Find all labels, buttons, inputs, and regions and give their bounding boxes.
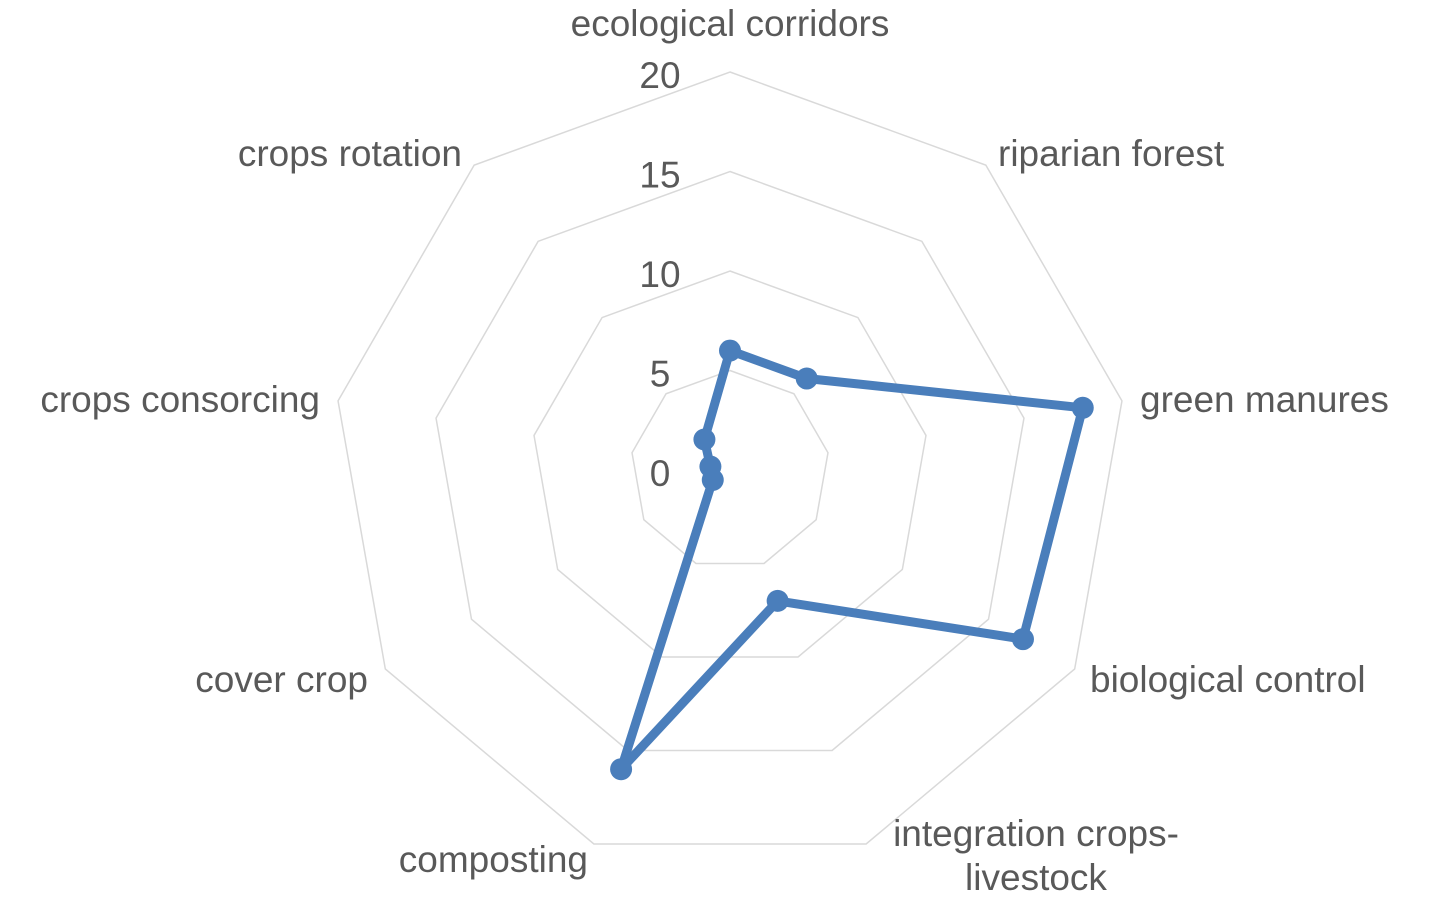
category-label-line: crops consorcing bbox=[40, 379, 320, 420]
category-label-integration-crops-livestock: integration crops-livestock bbox=[893, 813, 1179, 898]
category-label-green-manures: green manures bbox=[1140, 379, 1389, 420]
radar-grid bbox=[337, 71, 1123, 845]
category-label-composting: composting bbox=[399, 839, 588, 880]
category-label-ecological-corridors: ecological corridors bbox=[571, 3, 890, 44]
category-label-crops-consorcing: crops consorcing bbox=[40, 379, 320, 420]
category-label-biological-control: biological control bbox=[1090, 659, 1366, 700]
grid-ring-15 bbox=[435, 170, 1025, 752]
category-label-line: ecological corridors bbox=[571, 3, 890, 44]
category-label-line: livestock bbox=[965, 857, 1107, 898]
category-label-line: cover crop bbox=[195, 659, 368, 700]
category-label-crops-rotation: crops rotation bbox=[238, 133, 462, 174]
category-label-line: crops rotation bbox=[238, 133, 462, 174]
category-label-line: biological control bbox=[1090, 659, 1366, 700]
grid-ring-5 bbox=[631, 369, 829, 565]
radial-axis-ticks: 0 5 10 15 20 bbox=[639, 55, 680, 494]
category-label-riparian-forest: riparian forest bbox=[998, 133, 1225, 174]
category-label-line: riparian forest bbox=[998, 133, 1225, 174]
data-point-composting bbox=[610, 758, 633, 781]
series-line bbox=[616, 346, 1088, 774]
grid-ring-10 bbox=[533, 270, 927, 658]
data-point-green-manures bbox=[1071, 396, 1094, 419]
r-tick-label: 10 bbox=[639, 254, 680, 295]
category-label-cover-crop: cover crop bbox=[195, 659, 368, 700]
data-point-crops-consorcing bbox=[699, 455, 722, 478]
category-label-line: integration crops- bbox=[893, 813, 1179, 854]
data-point-crops-rotation bbox=[693, 428, 716, 451]
category-label-line: composting bbox=[399, 839, 588, 880]
grid-ring-20 bbox=[337, 71, 1123, 845]
data-point-integration-crops-livestock bbox=[766, 589, 789, 612]
r-tick-label: 15 bbox=[639, 155, 680, 196]
series-layer bbox=[610, 339, 1094, 781]
data-point-ecological-corridors bbox=[719, 339, 741, 362]
data-point-riparian-forest bbox=[795, 367, 818, 390]
r-tick-label: 0 bbox=[650, 453, 671, 494]
category-labels: ecological corridors riparian forest green… bbox=[40, 3, 1389, 898]
r-tick-label: 20 bbox=[639, 55, 680, 96]
data-point-biological-control bbox=[1011, 628, 1034, 651]
category-label-line: green manures bbox=[1140, 379, 1389, 420]
r-tick-label: 5 bbox=[650, 354, 671, 395]
